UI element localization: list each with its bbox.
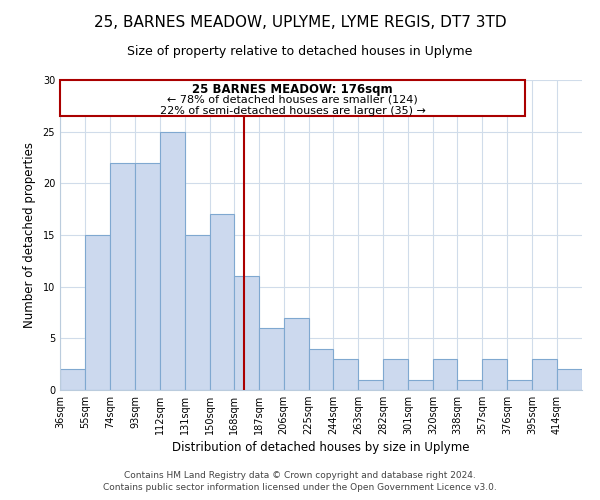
- FancyBboxPatch shape: [60, 80, 526, 116]
- Y-axis label: Number of detached properties: Number of detached properties: [23, 142, 35, 328]
- Text: 25, BARNES MEADOW, UPLYME, LYME REGIS, DT7 3TD: 25, BARNES MEADOW, UPLYME, LYME REGIS, D…: [94, 15, 506, 30]
- Text: Contains public sector information licensed under the Open Government Licence v3: Contains public sector information licen…: [103, 484, 497, 492]
- Text: Size of property relative to detached houses in Uplyme: Size of property relative to detached ho…: [127, 45, 473, 58]
- Bar: [60, 370, 85, 390]
- Bar: [233, 276, 259, 390]
- Text: Contains HM Land Registry data © Crown copyright and database right 2024.: Contains HM Land Registry data © Crown c…: [124, 471, 476, 480]
- Bar: [383, 359, 409, 390]
- Bar: [358, 380, 383, 390]
- Bar: [185, 235, 210, 390]
- Bar: [259, 328, 284, 390]
- Bar: [160, 132, 185, 390]
- Bar: [210, 214, 233, 390]
- Bar: [284, 318, 308, 390]
- Text: 25 BARNES MEADOW: 176sqm: 25 BARNES MEADOW: 176sqm: [193, 83, 393, 96]
- Bar: [409, 380, 433, 390]
- Bar: [507, 380, 532, 390]
- Bar: [557, 370, 582, 390]
- Bar: [532, 359, 557, 390]
- Bar: [110, 162, 135, 390]
- Bar: [135, 162, 160, 390]
- Bar: [457, 380, 482, 390]
- Text: ← 78% of detached houses are smaller (124): ← 78% of detached houses are smaller (12…: [167, 94, 418, 104]
- X-axis label: Distribution of detached houses by size in Uplyme: Distribution of detached houses by size …: [172, 442, 470, 454]
- Bar: [85, 235, 110, 390]
- Bar: [334, 359, 358, 390]
- Bar: [308, 348, 334, 390]
- Text: 22% of semi-detached houses are larger (35) →: 22% of semi-detached houses are larger (…: [160, 106, 425, 116]
- Bar: [482, 359, 507, 390]
- Bar: [433, 359, 457, 390]
